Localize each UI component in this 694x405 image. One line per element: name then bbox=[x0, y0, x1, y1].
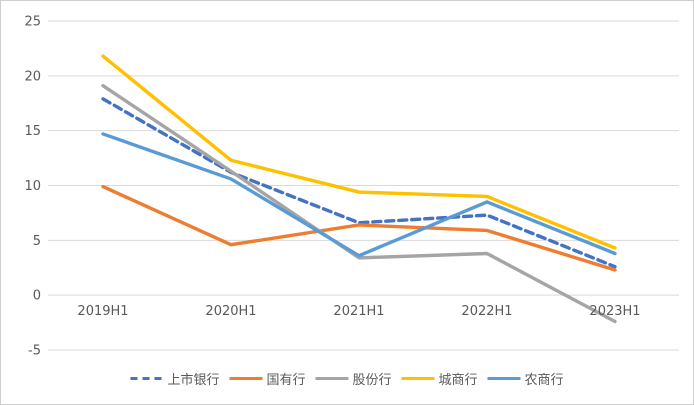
y-axis-tick-label: 20 bbox=[24, 69, 41, 84]
legend-line-sample bbox=[130, 376, 164, 381]
legend-line-sample bbox=[401, 376, 435, 381]
series-line-上市银行 bbox=[101, 97, 617, 269]
legend-item-国有行: 国有行 bbox=[229, 369, 305, 388]
legend-line-sample bbox=[487, 376, 521, 381]
x-axis-label: 2019H1 bbox=[77, 304, 128, 319]
series-line-国有行 bbox=[101, 184, 617, 272]
y-axis-tick-label: 5 bbox=[33, 234, 41, 249]
legend-label: 上市银行 bbox=[167, 373, 220, 388]
y-axis-tick-label: 15 bbox=[24, 124, 41, 139]
x-axis-label: 2020H1 bbox=[205, 304, 256, 319]
legend-item-城商行: 城商行 bbox=[401, 369, 478, 388]
series-line-农商行 bbox=[101, 132, 617, 258]
legend-line-sample bbox=[315, 376, 349, 381]
x-axis-label: 2023H1 bbox=[589, 304, 640, 319]
y-axis-tick-label: 25 bbox=[24, 15, 41, 30]
series-line-城商行 bbox=[101, 54, 617, 250]
y-axis-tick-label: 10 bbox=[24, 179, 41, 194]
legend-item-农商行: 农商行 bbox=[487, 369, 564, 388]
legend: 上市银行 国有行 股份行 城商行 农商行 bbox=[125, 369, 568, 388]
x-axis-label: 2021H1 bbox=[333, 304, 384, 319]
legend-item-上市银行: 上市银行 bbox=[130, 369, 219, 388]
legend-label: 农商行 bbox=[524, 373, 564, 388]
legend-label: 国有行 bbox=[266, 373, 306, 388]
legend-label: 股份行 bbox=[352, 373, 392, 388]
legend-item-股份行: 股份行 bbox=[315, 369, 392, 388]
legend-line-sample bbox=[229, 376, 263, 381]
x-axis-label: 2022H1 bbox=[461, 304, 512, 319]
y-axis-tick-label: -5 bbox=[28, 344, 41, 359]
series-line-股份行 bbox=[101, 84, 617, 324]
y-axis-tick-label: 0 bbox=[33, 289, 41, 304]
legend-label: 城商行 bbox=[438, 373, 478, 388]
